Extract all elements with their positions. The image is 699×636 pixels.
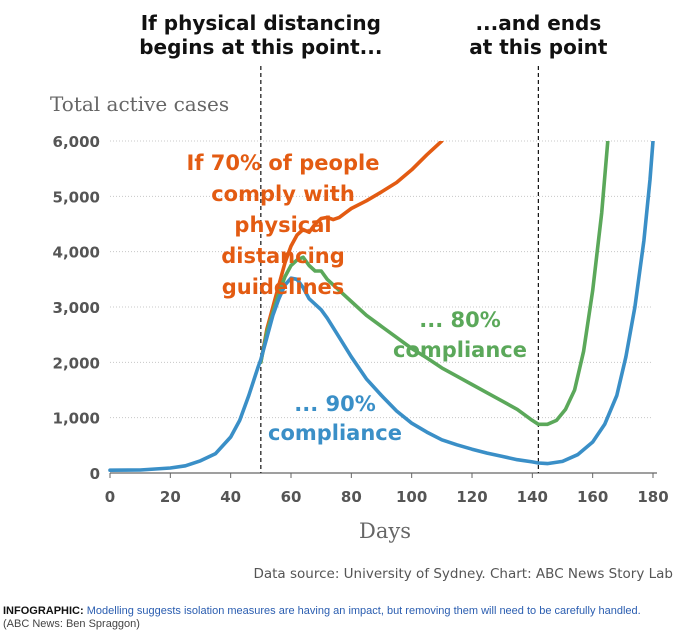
grid-lines (110, 140, 653, 419)
y-tick-label: 6,000 (53, 133, 100, 151)
x-tick-label: 60 (281, 488, 302, 506)
event-marker-label: If physical distancing begins at this poi… (139, 11, 382, 59)
y-tick-label: 4,000 (53, 244, 100, 262)
series-labels: If 70% of people comply with physical dista… (187, 151, 527, 445)
series-label: ... 80% compliance (393, 308, 527, 362)
line-chart: Total active cases Days Data source: Uni… (50, 11, 673, 582)
y-tick-label: 0 (90, 465, 100, 483)
series-label: ... 90% compliance (268, 392, 402, 445)
x-tick-label: 100 (396, 488, 427, 506)
event-marker-label: ...and ends at this point (469, 11, 608, 59)
x-tick-label: 140 (517, 488, 548, 506)
series-line (259, 141, 444, 365)
caption-label: INFOGRAPHIC: (3, 605, 84, 617)
figure-caption: INFOGRAPHIC: Modelling suggests isolatio… (3, 605, 697, 631)
series-lines (108, 141, 655, 472)
x-tick-label: 180 (637, 488, 668, 506)
y-tick-label: 3,000 (53, 299, 100, 317)
series-line (108, 141, 655, 472)
x-tick-label: 80 (341, 488, 362, 506)
x-axis-title: Days (359, 519, 411, 543)
y-tick-label: 1,000 (53, 410, 100, 428)
y-axis-title: Total active cases (50, 92, 229, 116)
y-tick-label: 5,000 (53, 188, 100, 206)
source-note: Data source: University of Sydney. Chart… (253, 566, 673, 582)
x-tick-label: 40 (220, 488, 241, 506)
caption-credit: (ABC News: Ben Spraggon) (3, 618, 140, 630)
axes: Total active cases Days Data source: Uni… (50, 92, 673, 582)
series-label: If 70% of people comply with physical dista… (187, 151, 380, 299)
series-line (259, 141, 610, 427)
y-tick-label: 2,000 (53, 354, 100, 372)
x-tick-label: 160 (577, 488, 608, 506)
event-markers: If physical distancing begins at this poi… (139, 11, 608, 473)
x-tick-label: 120 (456, 488, 487, 506)
caption-text: Modelling suggests isolation measures ar… (86, 605, 641, 617)
x-tick-label: 20 (160, 488, 181, 506)
x-tick-label: 0 (105, 488, 115, 506)
